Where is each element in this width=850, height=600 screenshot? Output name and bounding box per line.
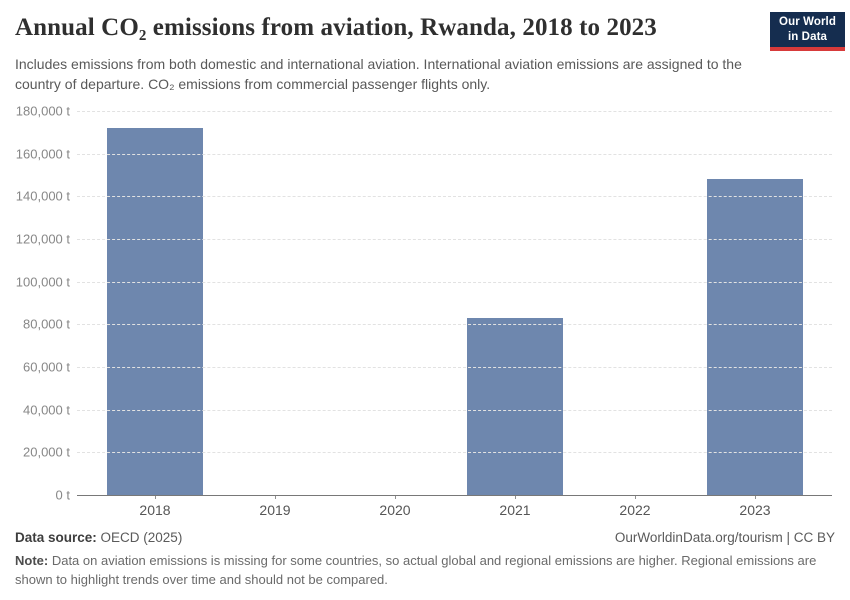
- y-axis-label-160000: 160,000 t: [15, 146, 70, 162]
- x-axis-label-2022: 2022: [619, 502, 651, 518]
- x-axis-label-2020: 2020: [379, 502, 411, 518]
- bar-2018[interactable]: [107, 128, 203, 495]
- gridline-160000: [77, 154, 832, 155]
- gridline-100000: [77, 282, 832, 283]
- owid-logo-line2: in Data: [787, 30, 828, 43]
- page-subtitle: Includes emissions from both domestic an…: [15, 56, 742, 93]
- x-axis-label-2018: 2018: [139, 502, 171, 518]
- footnote: Note: Data on aviation emissions is miss…: [15, 552, 835, 590]
- gridline-20000: [77, 452, 832, 453]
- bar-2021[interactable]: [467, 318, 563, 495]
- gridline-140000: [77, 196, 832, 197]
- y-axis-label-80000: 80,000 t: [23, 316, 70, 332]
- x-axis-tick-2022: [635, 495, 636, 499]
- owid-logo-line1: Our World: [779, 16, 836, 29]
- data-source-value: OECD (2025): [96, 530, 183, 545]
- gridline-120000: [77, 239, 832, 240]
- gridline-40000: [77, 410, 832, 411]
- x-axis-tick-2018: [155, 495, 156, 499]
- gridline-60000: [77, 367, 832, 368]
- x-axis-line: [77, 495, 832, 496]
- license-link[interactable]: OurWorldinData.org/tourism | CC BY: [614, 530, 835, 545]
- x-axis-label-2021: 2021: [499, 502, 531, 518]
- data-source-label: Data source:: [15, 530, 97, 545]
- x-axis-tick-2021: [515, 495, 516, 499]
- y-axis-label-100000: 100,000 t: [15, 274, 70, 290]
- data-source: Data source: OECD (2025): [15, 530, 182, 545]
- x-axis-label-2023: 2023: [739, 502, 771, 518]
- footnote-label: Note:: [15, 553, 49, 568]
- y-axis-label-60000: 60,000 t: [23, 359, 70, 375]
- y-axis-label-120000: 120,000 t: [15, 231, 70, 247]
- gridline-80000: [77, 324, 832, 325]
- footer: Data source: OECD (2025) OurWorldinData.…: [15, 530, 835, 545]
- owid-logo[interactable]: Our World in Data: [770, 12, 845, 51]
- gridline-180000: [77, 111, 832, 112]
- x-axis-tick-2023: [755, 495, 756, 499]
- footnote-value: Data on aviation emissions is missing fo…: [15, 553, 817, 587]
- x-axis-tick-2020: [395, 495, 396, 499]
- y-axis-label-180000: 180,000 t: [15, 103, 70, 119]
- x-axis-tick-2019: [275, 495, 276, 499]
- y-axis-label-40000: 40,000 t: [23, 402, 70, 418]
- bar-2023[interactable]: [707, 179, 803, 495]
- y-axis-label-0: 0 t: [55, 487, 70, 503]
- page-title: Annual CO₂ emissions from aviation, Rwan…: [15, 14, 657, 41]
- x-axis-label-2019: 2019: [259, 502, 291, 518]
- y-axis-label-20000: 20,000 t: [23, 444, 70, 460]
- y-axis-label-140000: 140,000 t: [15, 188, 70, 204]
